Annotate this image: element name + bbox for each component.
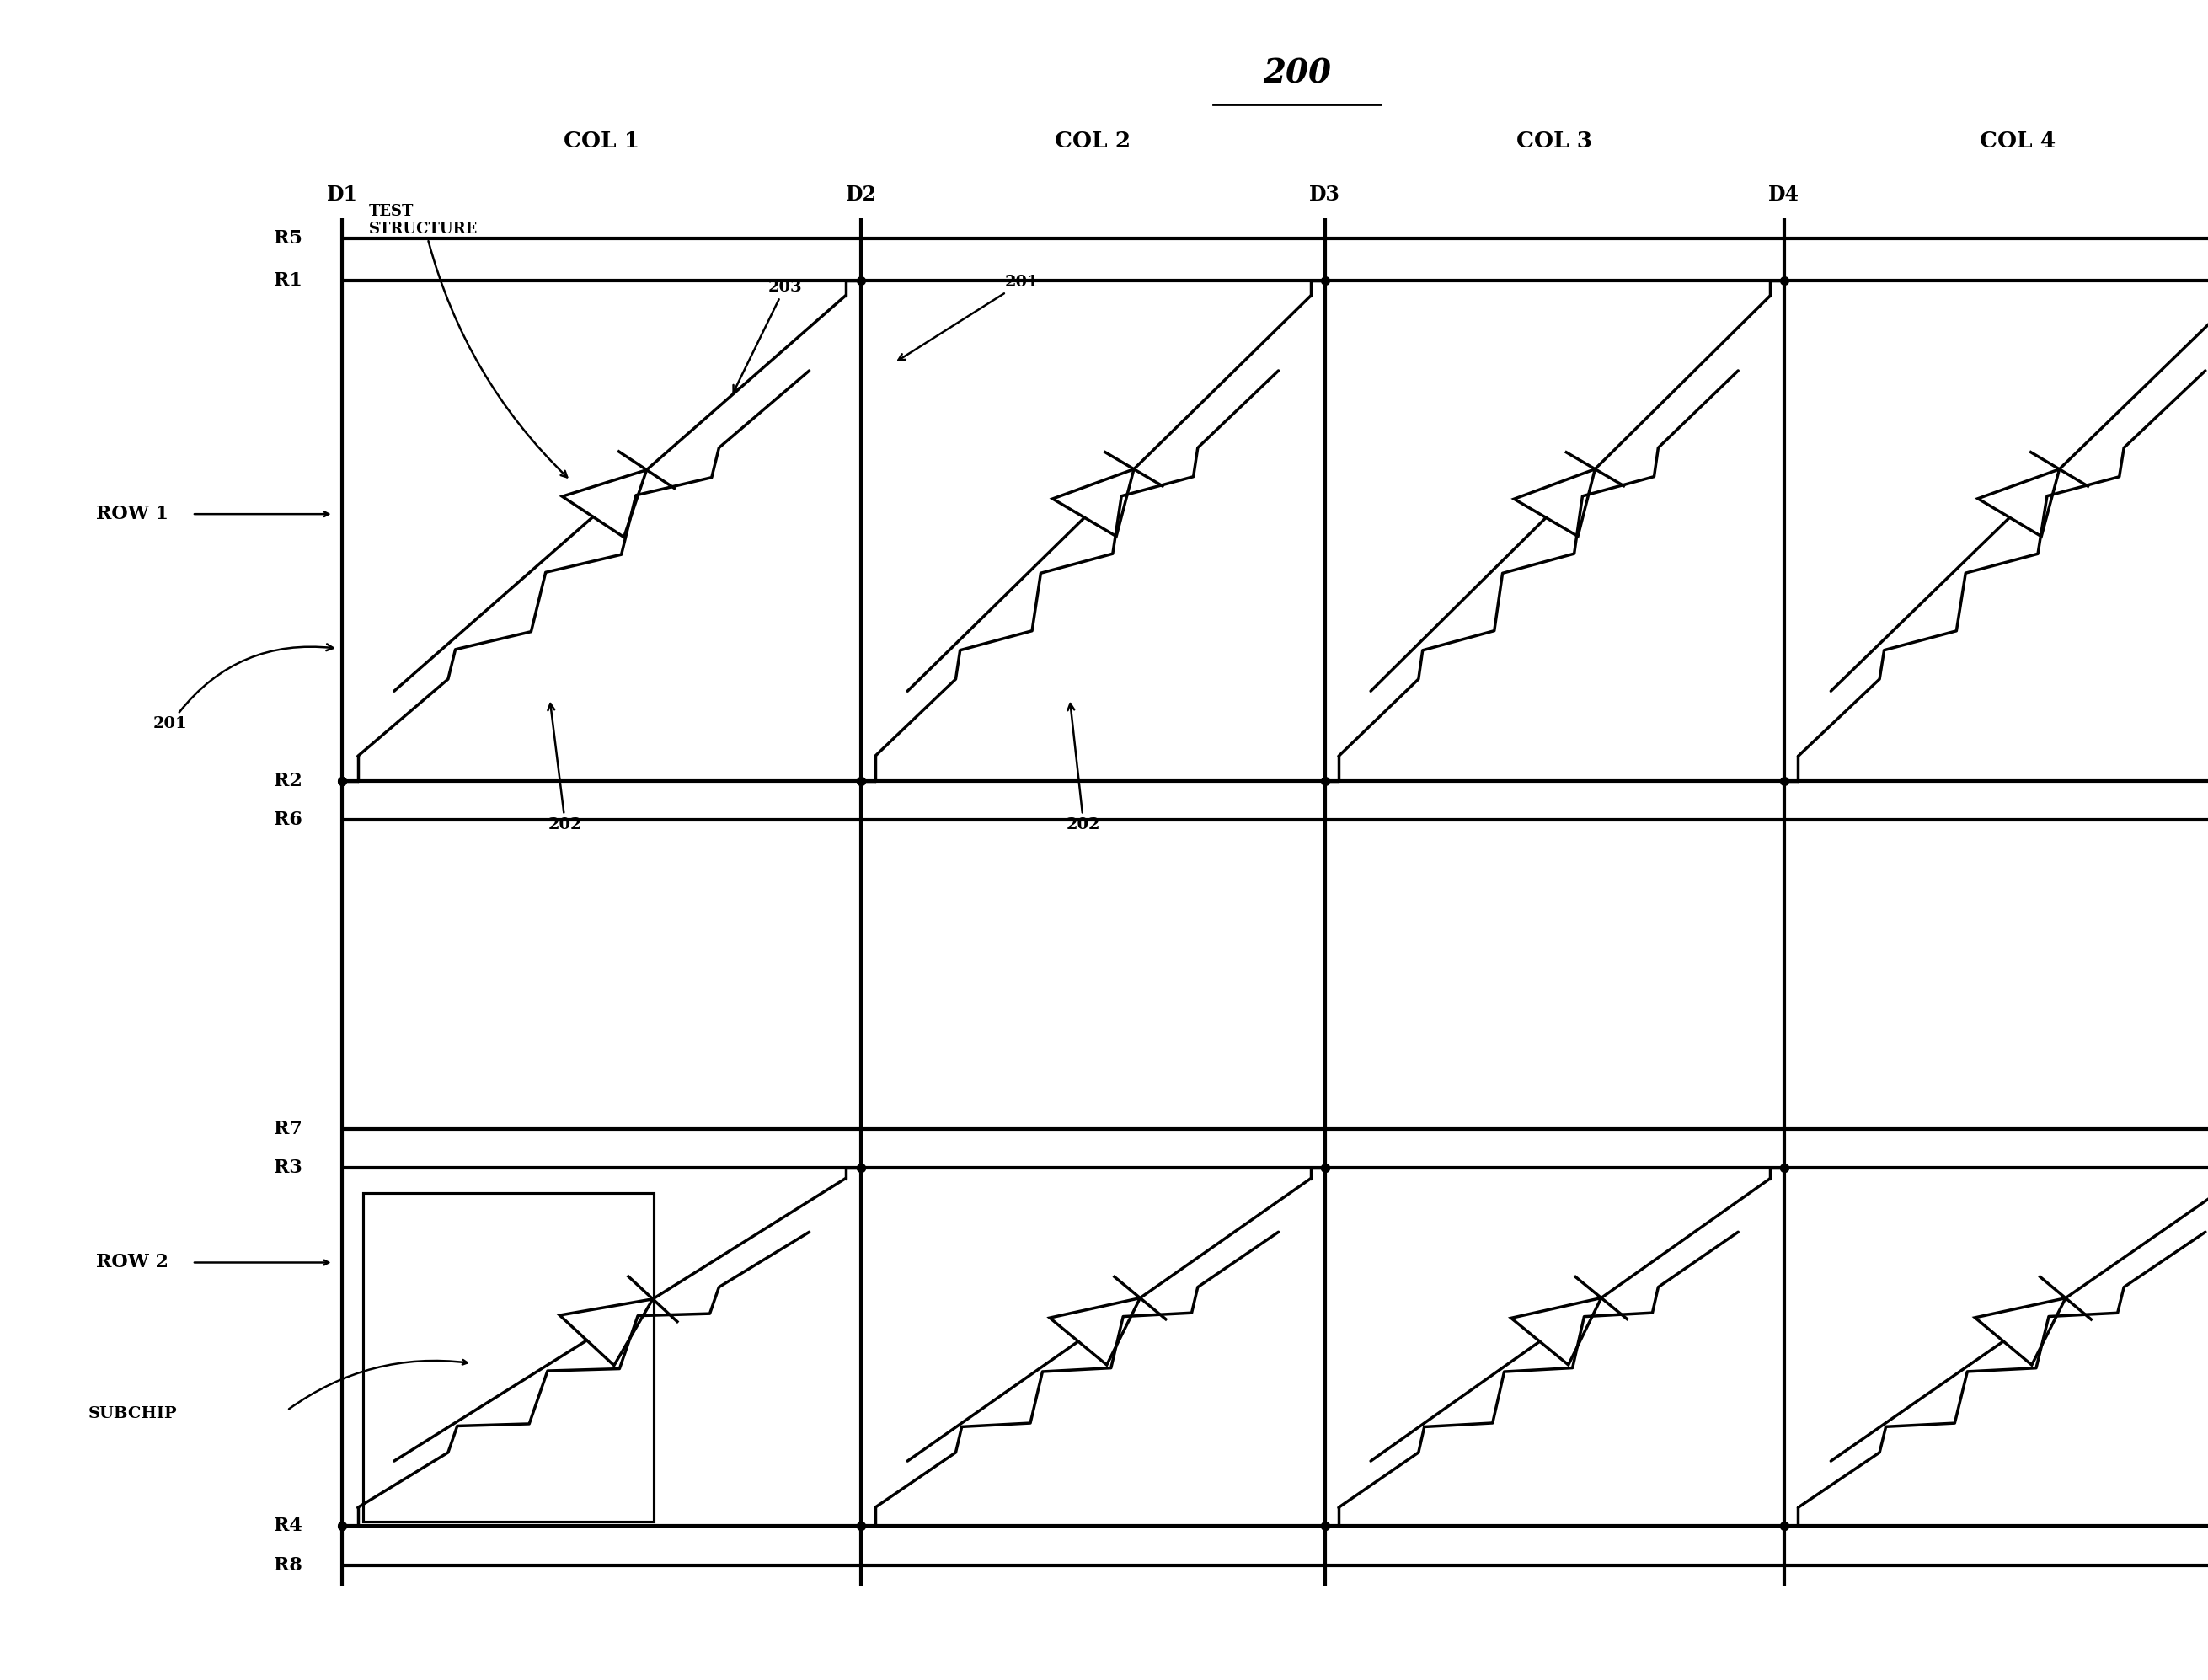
Text: R8: R8 [274, 1556, 302, 1576]
Text: R2: R2 [274, 771, 302, 791]
Text: COL 4: COL 4 [1981, 131, 2056, 151]
Text: TEST
STRUCTURE: TEST STRUCTURE [369, 203, 567, 477]
Text: D2: D2 [846, 185, 877, 205]
Text: COL 2: COL 2 [1055, 131, 1130, 151]
Text: 202: 202 [1066, 704, 1102, 833]
Text: R4: R4 [274, 1515, 302, 1536]
Text: R7: R7 [274, 1119, 302, 1139]
Text: SUBCHIP: SUBCHIP [88, 1406, 177, 1421]
Text: R5: R5 [274, 228, 302, 249]
Text: COL 3: COL 3 [1517, 131, 1592, 151]
Text: 202: 202 [548, 704, 583, 833]
Text: ROW 1: ROW 1 [97, 504, 168, 524]
Text: 203: 203 [733, 279, 802, 391]
Text: 201: 201 [152, 643, 333, 732]
Text: R6: R6 [274, 810, 302, 830]
Text: 200: 200 [1263, 57, 1331, 91]
Text: 201: 201 [899, 274, 1040, 361]
Text: D4: D4 [1769, 185, 1800, 205]
Text: D3: D3 [1309, 185, 1340, 205]
Text: ROW 2: ROW 2 [97, 1253, 168, 1272]
Text: R1: R1 [274, 270, 302, 291]
Text: D1: D1 [327, 185, 358, 205]
Text: COL 1: COL 1 [563, 131, 640, 151]
Text: R3: R3 [274, 1158, 302, 1178]
Bar [362, 1193, 654, 1522]
